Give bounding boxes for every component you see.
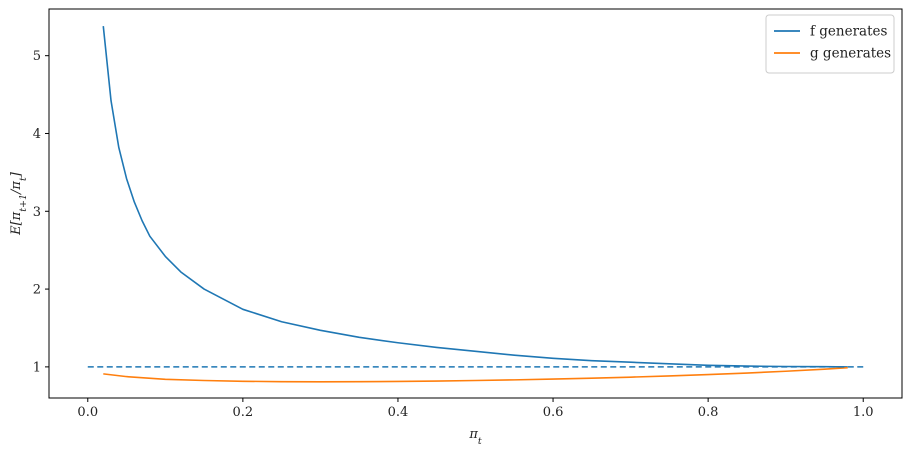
y-tick-label: 4 — [33, 127, 41, 142]
legend-label: f generates — [810, 24, 888, 40]
x-tick-label: 0.2 — [233, 405, 254, 420]
plot-lines — [87, 26, 864, 383]
y-tick-label: 3 — [33, 205, 41, 220]
x-tick-label: 0.6 — [543, 405, 564, 420]
plot-frame — [48, 8, 903, 399]
y-axis-ticks: 1 2 3 4 5 — [33, 49, 49, 375]
y-tick-label: 2 — [33, 283, 41, 298]
x-tick-label: 1.0 — [853, 405, 874, 420]
x-tick-label: 0.0 — [77, 405, 98, 420]
y-tick-label: 5 — [33, 49, 41, 64]
series-line-0 — [102, 26, 848, 368]
legend-label: g generates — [810, 46, 891, 62]
x-tick-label: 0.4 — [388, 405, 409, 420]
x-axis-ticks: 0.0 0.2 0.4 0.6 0.8 1.0 — [77, 398, 874, 420]
legend-box — [765, 14, 895, 74]
y-axis-label: E[πt+1/πt] — [9, 171, 29, 236]
x-tick-label: 0.8 — [698, 405, 719, 420]
legend: f generates g generates — [765, 14, 895, 74]
y-tick-label: 1 — [33, 360, 41, 375]
series-line-1 — [103, 366, 848, 383]
x-axis-label: πt — [468, 427, 482, 447]
